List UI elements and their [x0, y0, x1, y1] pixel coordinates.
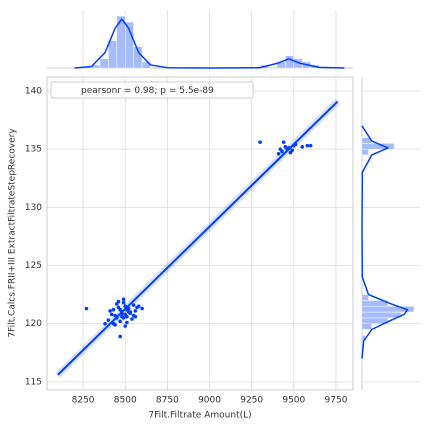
- x-tick-label: 9000: [198, 396, 221, 406]
- histogram-bar: [108, 40, 118, 69]
- scatter-point: [116, 305, 121, 310]
- scatter-point: [109, 312, 114, 317]
- histogram-bar: [361, 294, 369, 301]
- scatter-point: [113, 313, 117, 318]
- scatter-point: [106, 318, 111, 322]
- scatter-point: [118, 319, 122, 324]
- scatter-point: [111, 307, 116, 312]
- histogram-bar: [124, 21, 134, 69]
- scatter-point: [130, 317, 134, 321]
- y-axis-label: 7Filt.Calcs.FRII+III ExtractFiltrateStep…: [8, 128, 18, 338]
- x-tick-label: 8250: [72, 396, 95, 406]
- histogram-bar: [361, 148, 369, 156]
- scatter-point: [135, 305, 139, 310]
- scatter-point: [116, 299, 121, 304]
- regression-line: [57, 100, 339, 376]
- histogram-bar: [285, 55, 295, 69]
- x-tick-label: 9250: [240, 396, 263, 406]
- plot-frame: [46, 76, 354, 391]
- y-tick-label: 140: [25, 86, 42, 96]
- scatter-point: [84, 306, 89, 311]
- x-tick-label: 9500: [282, 396, 305, 406]
- scatter-point: [125, 314, 129, 319]
- scatter-point: [120, 314, 124, 319]
- scatter-point: [300, 145, 305, 149]
- scatter-point: [280, 149, 284, 154]
- scatter-point: [113, 323, 117, 327]
- histogram-bar: [133, 46, 143, 69]
- y-tick-label: 125: [25, 261, 42, 271]
- scatter-point: [308, 143, 313, 148]
- y-tick-label: 115: [25, 377, 42, 387]
- histogram-bar: [361, 323, 372, 330]
- x-tick-label: 9750: [325, 396, 348, 406]
- scatter-point: [131, 313, 136, 318]
- x-tick-label: 8500: [114, 396, 137, 406]
- scatter-point: [128, 310, 133, 314]
- scatter-point: [305, 143, 310, 148]
- scatter-point: [276, 151, 281, 156]
- scatter-point: [281, 140, 286, 144]
- scatter-point: [118, 334, 122, 339]
- scatter-point: [258, 140, 262, 144]
- histogram-bar: [361, 311, 402, 319]
- scatter-point: [131, 303, 136, 307]
- x-axis-label: 7Filt.Filtrate Amount(L): [148, 411, 251, 421]
- kde-line: [74, 18, 345, 69]
- legend-text: pearsonr = 0.98; p = 5.5e-89: [81, 86, 214, 96]
- scatter-point: [123, 324, 128, 328]
- kde-line: [361, 125, 409, 359]
- histogram-bar: [99, 58, 109, 69]
- scatter-point: [121, 297, 126, 302]
- scatter-point: [125, 320, 129, 325]
- scatter-point: [121, 300, 126, 305]
- scatter-point: [103, 321, 107, 326]
- legend-box: [50, 81, 254, 99]
- scatter-point: [140, 306, 144, 311]
- scatter-point: [290, 148, 294, 153]
- y-tick-label: 135: [25, 145, 42, 155]
- scatter-point: [133, 309, 138, 313]
- y-tick-label: 120: [25, 319, 42, 329]
- y-tick-label: 130: [25, 203, 42, 213]
- x-tick-label: 8750: [156, 396, 179, 406]
- scatter-point: [108, 309, 112, 313]
